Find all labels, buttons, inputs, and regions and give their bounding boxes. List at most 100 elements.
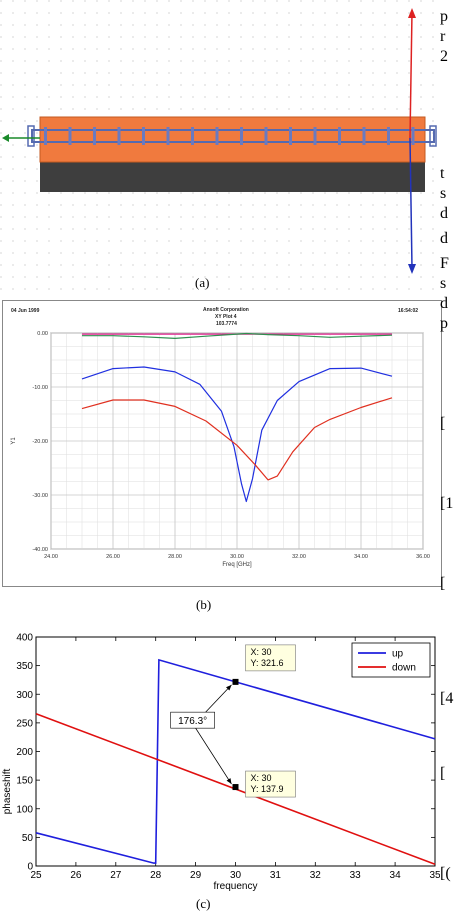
- via-6: [191, 127, 194, 145]
- datatip-x-0: X: 30: [251, 647, 272, 657]
- via-10: [289, 127, 292, 145]
- y-tick-label-c-6: 300: [16, 690, 33, 701]
- annotation-text: 176.3°: [178, 716, 207, 727]
- caption-c: (c): [196, 896, 211, 911]
- x-tick-label-c-9: 34: [390, 870, 402, 881]
- via-9: [264, 127, 268, 145]
- x-tick-label-c-5: 30: [230, 870, 242, 881]
- y-tick-label-b-0: 0.00: [37, 331, 48, 337]
- y-tick-label-c-4: 200: [16, 747, 33, 758]
- legend-c: up down: [351, 642, 431, 678]
- side-text-5: d: [440, 205, 448, 222]
- side-text-10: p: [440, 315, 448, 332]
- side-text-3: t: [440, 165, 445, 182]
- x-tick-label-c-6: 31: [270, 870, 282, 881]
- side-text-16: [(: [440, 865, 451, 882]
- datatip-box-0: [245, 644, 296, 672]
- legend-box-c: [351, 642, 431, 678]
- y-tick-label-c-7: 350: [16, 661, 33, 672]
- header-date: 04 Jun 1999: [11, 308, 40, 314]
- via-5: [166, 127, 170, 145]
- y-axis-arrow: [409, 11, 413, 139]
- x-tick-label-c-7: 32: [310, 870, 322, 881]
- s-parameter-chart: 24.00 26.00 28.00 30.00 32.00 34.00 36.00 0.00 -…: [11, 331, 430, 568]
- series-line-b-3: [81, 397, 393, 481]
- side-text-8: s: [440, 275, 447, 292]
- via-0: [44, 127, 47, 145]
- feed-strip: [31, 129, 435, 143]
- legend-label-up: up: [392, 649, 404, 660]
- caption-b: (b): [196, 597, 212, 612]
- via-2: [93, 127, 96, 145]
- x-tick-label-c-8: 33: [350, 870, 362, 881]
- x-tick-label-b-5: 34.00: [354, 554, 368, 560]
- series-line-c-up: [35, 658, 436, 864]
- annotation-arrowhead-1: [226, 778, 232, 785]
- side-text-4: s: [440, 185, 447, 202]
- via-11: [313, 127, 317, 145]
- datatip-marker-0: [232, 678, 239, 685]
- via-12: [338, 127, 341, 145]
- annotation-box: [170, 711, 215, 729]
- y-tick-label-b-4: -40.00: [32, 547, 48, 553]
- x-tick-label-b-6: 36.00: [416, 554, 430, 560]
- x-tick-label-c-10: 35: [429, 870, 440, 881]
- via-7: [215, 127, 219, 145]
- x-tick-label-c-1: 26: [70, 870, 82, 881]
- panel-b: 04 Jun 1999 Ansoft Corporation XY Plot 4…: [2, 300, 442, 587]
- via-3: [117, 127, 121, 145]
- x-tick-label-b-2: 28.00: [168, 554, 182, 560]
- y-tick-label-c-5: 250: [16, 718, 33, 729]
- via-4: [142, 127, 145, 145]
- side-text-2: 2: [440, 48, 448, 65]
- y-tick-label-c-3: 150: [16, 776, 33, 787]
- y-tick-label-c-2: 100: [16, 804, 33, 815]
- x-tick-label-c-2: 27: [110, 870, 122, 881]
- x-tick-label-b-0: 24.00: [44, 554, 58, 560]
- x-tick-label-b-3: 30.00: [230, 554, 244, 560]
- y-tick-label-b-3: -30.00: [32, 493, 48, 499]
- x-tick-label-c-3: 28: [150, 870, 162, 881]
- caption-a: (a): [195, 275, 210, 290]
- annotation-arrowhead-0: [226, 684, 232, 691]
- x-tick-label-c-0: 25: [30, 870, 42, 881]
- y-tick-label-c-8: 400: [16, 633, 33, 644]
- side-text-13: [: [440, 575, 446, 592]
- datatip-y-0: Y: 321.6: [251, 658, 284, 668]
- side-text-1: r: [440, 28, 446, 45]
- phaseshift-chart: 25 26 27 28 29 30 31 32 33 34 350 50 100 150 200 250 300…: [2, 633, 440, 893]
- via-1: [68, 127, 72, 145]
- via-15: [411, 127, 415, 145]
- datatip-box-1: [245, 770, 296, 798]
- datatip-marker-1: [232, 784, 239, 791]
- x-axis-label-c: frequency: [214, 881, 258, 892]
- ground-plane: [40, 160, 425, 192]
- side-text-14: [4: [440, 690, 454, 707]
- side-text-7: F: [440, 255, 449, 272]
- header-time: 16:54:02: [398, 308, 419, 314]
- x-tick-label-b-4: 32.00: [292, 554, 306, 560]
- substrate: [39, 116, 426, 163]
- annotation-arrow-0: [205, 684, 232, 713]
- antenna-3d-view: [0, 0, 440, 290]
- side-text-15: [: [440, 765, 446, 782]
- y-axis-label-c: phaseshift: [2, 768, 13, 814]
- annotation-arrow-1: [195, 727, 232, 785]
- series-line-b-2: [81, 366, 393, 503]
- series-line-b-1: [82, 332, 393, 340]
- legend-label-down: down: [392, 663, 416, 674]
- y-axis-label-b: Y1: [11, 437, 17, 445]
- x-tick-label-b-1: 26.00: [106, 554, 120, 560]
- side-text-6: d: [440, 230, 448, 247]
- via-14: [387, 127, 390, 145]
- via-row: [44, 127, 415, 145]
- header-project: 103.7774: [216, 321, 237, 327]
- side-text-0: p: [440, 8, 448, 25]
- datatip-y-1: Y: 137.9: [251, 784, 284, 794]
- y-tick-label-b-1: -10.00: [32, 385, 48, 391]
- y-tick-label-c-1: 50: [22, 833, 34, 844]
- header-plot-name: XY Plot 4: [215, 314, 237, 320]
- y-tick-label-b-2: -20.00: [32, 439, 48, 445]
- side-text-11: [: [440, 415, 446, 432]
- x-tick-label-c-4: 29: [190, 870, 202, 881]
